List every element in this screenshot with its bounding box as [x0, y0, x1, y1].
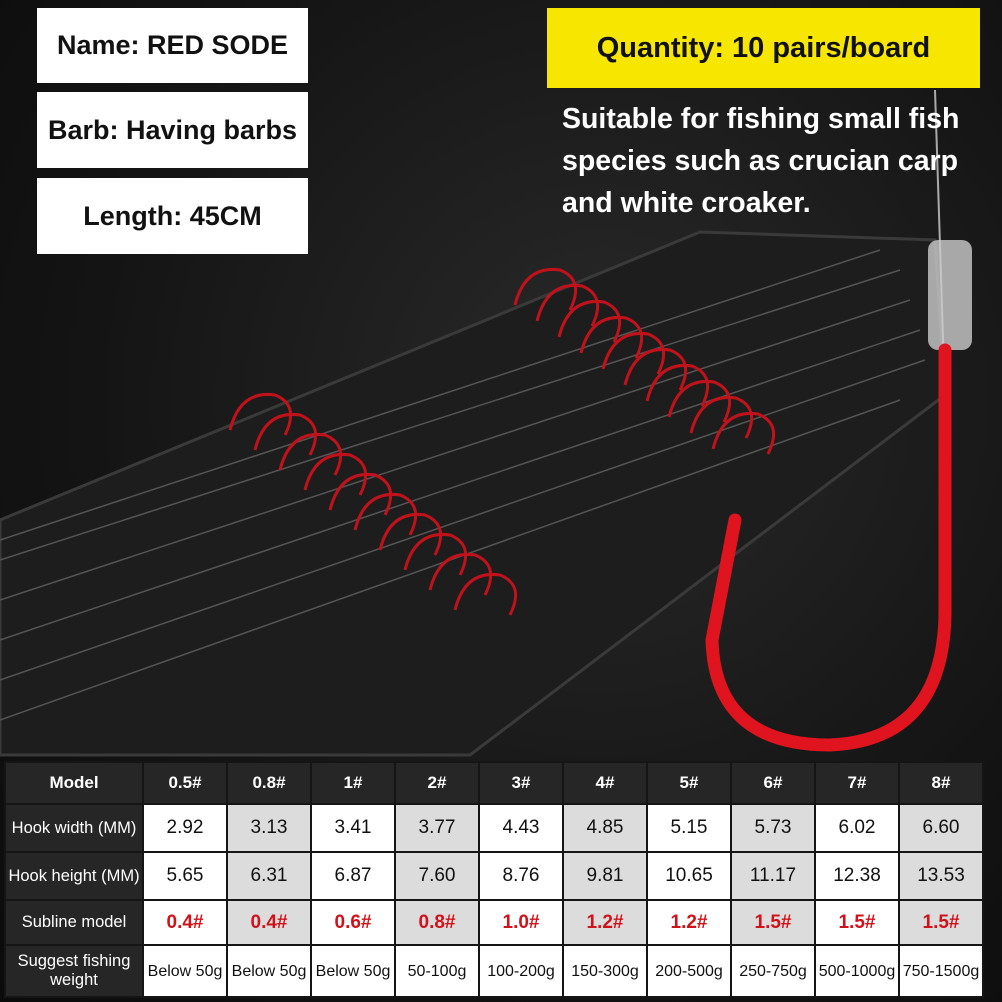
table-cell: Below 50g: [312, 946, 394, 996]
model-header: 8#: [900, 763, 982, 803]
table-cell: 11.17: [732, 853, 814, 899]
small-hook-icon: [711, 411, 776, 455]
small-hook-icon: [428, 552, 493, 596]
model-header: 1#: [312, 763, 394, 803]
model-header: 2#: [396, 763, 478, 803]
table-cell: 1.2#: [564, 901, 646, 944]
table-cell: 4.43: [480, 805, 562, 851]
small-hook-icon: [403, 532, 468, 576]
model-header: 4#: [564, 763, 646, 803]
small-hook-icon: [228, 392, 293, 436]
small-hook-icon: [579, 315, 644, 359]
table-cell: 250-750g: [732, 946, 814, 996]
table-cell: 0.4#: [144, 901, 226, 944]
table-row: Subline model 0.4# 0.4# 0.6# 0.8# 1.0# 1.2# 1.2…: [6, 901, 982, 944]
table-cell: 0.4#: [228, 901, 310, 944]
table-cell: 5.73: [732, 805, 814, 851]
table-cell: 3.13: [228, 805, 310, 851]
table-cell: 6.87: [312, 853, 394, 899]
row-label: Hook width (MM): [6, 805, 142, 851]
table-cell: 5.65: [144, 853, 226, 899]
small-hook-icon: [253, 412, 318, 456]
table-cell: 9.81: [564, 853, 646, 899]
table-cell: 7.60: [396, 853, 478, 899]
small-hooks: [228, 267, 776, 616]
row-label: Suggest fishing weight: [6, 946, 142, 996]
small-hook-icon: [453, 572, 518, 616]
table-cell: 0.8#: [396, 901, 478, 944]
name-label: Name: RED SODE: [37, 8, 308, 83]
table-cell: 50-100g: [396, 946, 478, 996]
small-hook-icon: [645, 363, 710, 407]
barb-label: Barb: Having barbs: [37, 92, 308, 168]
table-cell: 12.38: [816, 853, 898, 899]
model-header: 3#: [480, 763, 562, 803]
small-hook-icon: [689, 395, 754, 439]
small-hook-icon: [353, 492, 418, 536]
model-header: 0.5#: [144, 763, 226, 803]
table-cell: 13.53: [900, 853, 982, 899]
small-hook-icon: [557, 299, 622, 343]
table-row: Hook height (MM) 5.65 6.31 6.87 7.60 8.76 9.81…: [6, 853, 982, 899]
small-hook-icon: [601, 331, 666, 375]
table-cell: Below 50g: [228, 946, 310, 996]
description-text: Suitable for fishing small fish species …: [562, 103, 960, 219]
table-cell: 500-1000g: [816, 946, 898, 996]
table-cell: Below 50g: [144, 946, 226, 996]
small-hook-icon: [303, 452, 368, 496]
table-cell: 750-1500g: [900, 946, 982, 996]
table-cell: 6.31: [228, 853, 310, 899]
table-cell: 100-200g: [480, 946, 562, 996]
length-label: Length: 45CM: [37, 178, 308, 254]
table-cell: 200-500g: [648, 946, 730, 996]
row-label: Subline model: [6, 901, 142, 944]
table-header-row: Model 0.5# 0.8# 1# 2# 3# 4# 5# 6# 7# 8#: [6, 763, 982, 803]
table-cell: 6.60: [900, 805, 982, 851]
table-cell: 1.5#: [900, 901, 982, 944]
table-cell: 3.77: [396, 805, 478, 851]
table-cell: 2.92: [144, 805, 226, 851]
table-cell: 8.76: [480, 853, 562, 899]
small-hook-icon: [535, 283, 600, 327]
model-header: 6#: [732, 763, 814, 803]
table-cell: 1.5#: [816, 901, 898, 944]
header-label: Model: [6, 763, 142, 803]
row-label: Hook height (MM): [6, 853, 142, 899]
large-red-hook-icon: [705, 343, 952, 752]
small-hook-icon: [623, 347, 688, 391]
table-cell: 5.15: [648, 805, 730, 851]
table-cell: 1.2#: [648, 901, 730, 944]
table-cell: 10.65: [648, 853, 730, 899]
hook-snell-icon: [928, 240, 972, 350]
table-cell: 4.85: [564, 805, 646, 851]
model-header: 5#: [648, 763, 730, 803]
small-hook-icon: [513, 267, 578, 311]
spec-table: Model 0.5# 0.8# 1# 2# 3# 4# 5# 6# 7# 8# Hook widt…: [4, 761, 984, 998]
model-header: 7#: [816, 763, 898, 803]
table-cell: 1.5#: [732, 901, 814, 944]
small-hook-icon: [328, 472, 393, 516]
table-row: Suggest fishing weight Below 50g Below 50g…: [6, 946, 982, 996]
table-cell: 3.41: [312, 805, 394, 851]
table-cell: 1.0#: [480, 901, 562, 944]
table-cell: 0.6#: [312, 901, 394, 944]
table-cell: 6.02: [816, 805, 898, 851]
model-header: 0.8#: [228, 763, 310, 803]
table-cell: 150-300g: [564, 946, 646, 996]
quantity-banner: Quantity: 10 pairs/board: [547, 8, 980, 88]
small-hook-icon: [378, 512, 443, 556]
table-row: Hook width (MM) 2.92 3.13 3.41 3.77 4.43 4.85 5…: [6, 805, 982, 851]
small-hook-icon: [278, 432, 343, 476]
small-hook-icon: [667, 379, 732, 423]
